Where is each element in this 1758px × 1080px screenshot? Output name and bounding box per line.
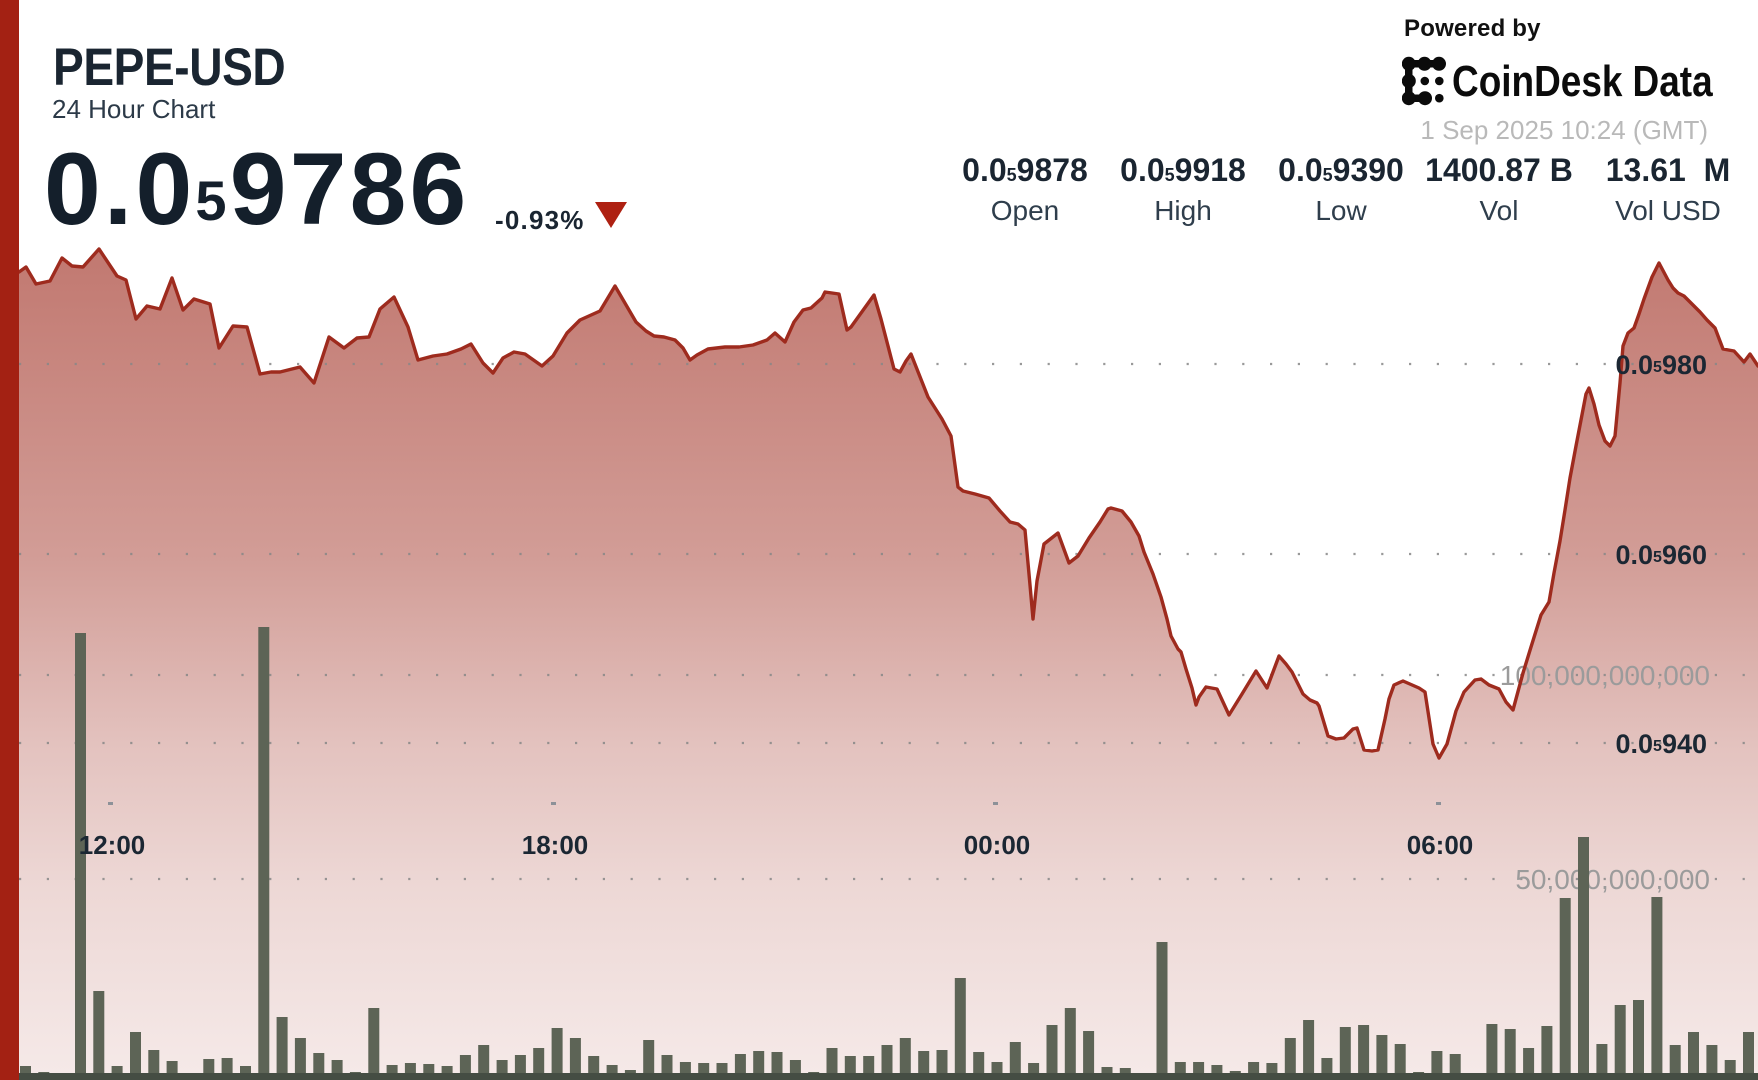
svg-text:0.05980: 0.05980 (1615, 350, 1707, 380)
svg-text:00:00: 00:00 (964, 830, 1031, 860)
svg-text:100,000,000,000: 100,000,000,000 (1500, 660, 1710, 691)
svg-text:18:00: 18:00 (522, 830, 589, 860)
svg-text:0.05940: 0.05940 (1615, 729, 1707, 759)
svg-text:06:00: 06:00 (1407, 830, 1474, 860)
svg-text:0.05960: 0.05960 (1615, 540, 1707, 570)
svg-text:12:00: 12:00 (79, 830, 146, 860)
svg-text:50,000,000,000: 50,000,000,000 (1515, 864, 1710, 895)
